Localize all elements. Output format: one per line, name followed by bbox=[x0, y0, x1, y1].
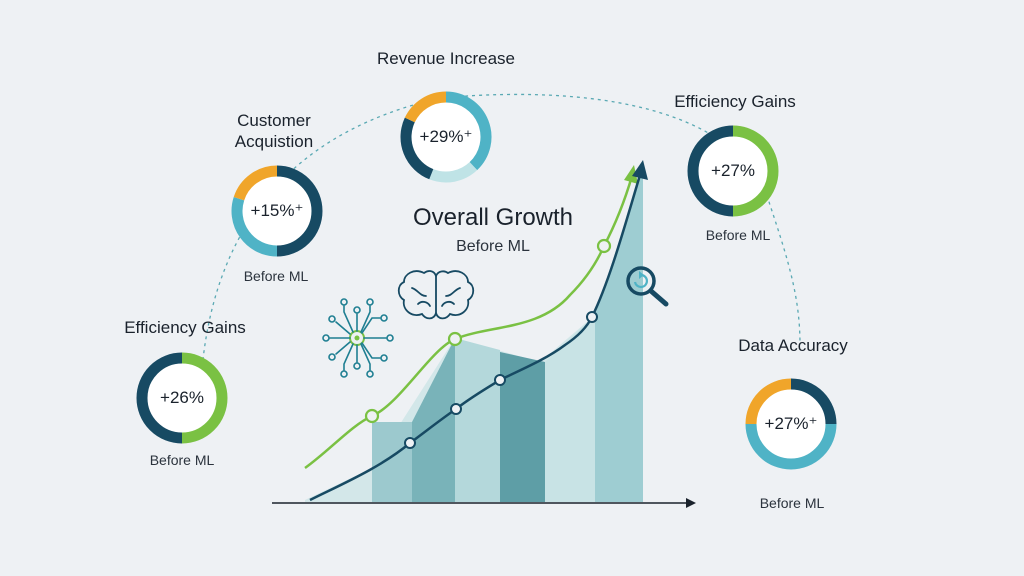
data-accuracy-value: +27%⁺ bbox=[764, 414, 818, 433]
donut-customer-acquisition bbox=[231, 165, 323, 257]
efficiency-left-title: Efficiency Gains bbox=[124, 318, 246, 337]
revenue-value: +29%⁺ bbox=[419, 127, 473, 146]
customer-title-line-1: Customer bbox=[237, 111, 311, 130]
chart-bar-5 bbox=[545, 315, 595, 502]
donut-center bbox=[406, 97, 486, 177]
navy-point bbox=[494, 374, 506, 386]
x-axis-arrow bbox=[686, 498, 696, 508]
customer-title-line-2: Acquistion bbox=[234, 132, 314, 151]
data-accuracy-subtitle: Before ML bbox=[759, 495, 825, 511]
donut-segment-2 bbox=[429, 161, 478, 183]
donut-center bbox=[142, 358, 222, 438]
center-title: Overall Growth bbox=[412, 204, 574, 231]
data-accuracy-title: Data Accuracy bbox=[738, 336, 848, 355]
efficiency-right-title: Efficiency Gains bbox=[674, 92, 796, 111]
donut-segment-2 bbox=[231, 196, 278, 257]
donut-data-accuracy bbox=[745, 378, 837, 470]
chart-bar-1 bbox=[372, 422, 412, 502]
donut-segment-4 bbox=[404, 91, 447, 123]
donut-center bbox=[751, 384, 831, 464]
efficiency-left-value: +26% bbox=[160, 388, 204, 407]
green-point bbox=[596, 238, 612, 254]
efficiency-right-value: +27% bbox=[711, 161, 755, 180]
chart-bar-6 bbox=[595, 168, 643, 502]
donut-center bbox=[693, 131, 773, 211]
donut-segment-3 bbox=[233, 165, 278, 201]
donut-segment-1 bbox=[790, 378, 837, 425]
donut-segment-2 bbox=[687, 125, 734, 217]
donut-segment-2 bbox=[745, 423, 837, 470]
navy-arrow-head bbox=[632, 160, 648, 180]
chart-bar-3 bbox=[455, 338, 500, 502]
customer-subtitle: Before ML bbox=[243, 268, 309, 284]
efficiency-right-subtitle: Before ML bbox=[705, 227, 771, 243]
efficiency-left-subtitle: Before ML bbox=[149, 452, 215, 468]
donut-segment-3 bbox=[400, 117, 434, 180]
green-point bbox=[364, 408, 380, 424]
growth-chart bbox=[272, 160, 696, 508]
donut-segment-2 bbox=[136, 352, 183, 444]
donut-center bbox=[237, 171, 317, 251]
navy-point bbox=[404, 437, 416, 449]
donut-efficiency-gains-right bbox=[687, 125, 779, 217]
magnifier-refresh-icon bbox=[626, 266, 669, 307]
green-point bbox=[447, 331, 463, 347]
donut-efficiency-gains-left bbox=[136, 352, 228, 444]
donut-segment-1 bbox=[276, 165, 323, 257]
brain-icon bbox=[397, 270, 475, 320]
navy-point bbox=[450, 403, 462, 415]
chart-bar-4 bbox=[500, 352, 545, 502]
green-arrow-head bbox=[624, 165, 638, 184]
neural-network-icon bbox=[322, 298, 394, 378]
donut-segment-1 bbox=[181, 352, 228, 444]
donut-segment-1 bbox=[732, 125, 779, 217]
customer-value: +15%⁺ bbox=[250, 201, 304, 220]
revenue-title: Revenue Increase bbox=[377, 49, 515, 68]
donut-revenue bbox=[400, 91, 492, 183]
navy-point bbox=[586, 311, 598, 323]
donut-segment-1 bbox=[445, 91, 492, 171]
donut-segment-3 bbox=[745, 378, 792, 425]
center-subtitle: Before ML bbox=[456, 238, 530, 255]
chart-bar-2 bbox=[412, 338, 455, 502]
